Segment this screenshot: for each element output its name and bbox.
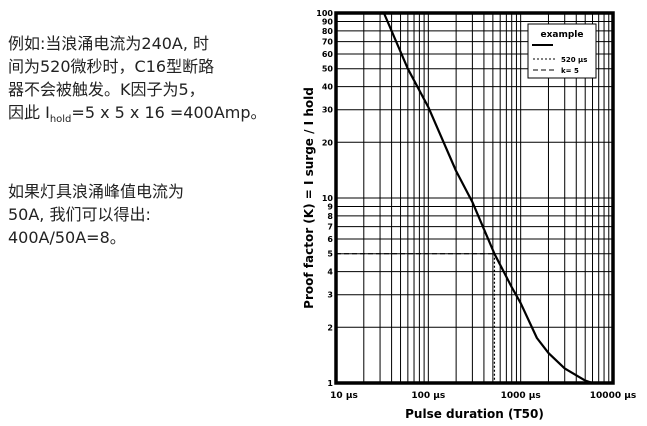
y-tick-label: 8 bbox=[327, 212, 333, 221]
y-tick-label: 10 bbox=[322, 194, 334, 203]
y-tick-label: 50 bbox=[322, 65, 334, 74]
text-line: 例如:当浪涌电流为240A, 时 bbox=[8, 34, 210, 53]
legend-label: k= 5 bbox=[561, 67, 579, 75]
y-tick-label: 6 bbox=[327, 235, 333, 244]
y-tick-label: 9 bbox=[327, 202, 333, 211]
y-tick-label: 2 bbox=[327, 323, 333, 332]
text-line: 400A/50A=8。 bbox=[8, 228, 126, 247]
legend-label: 520 µs bbox=[561, 56, 587, 64]
x-tick-label: 10000 µs bbox=[590, 391, 636, 401]
text-line: 间为520微秒时，C16型断路 bbox=[8, 57, 215, 76]
text-suffix: =5 x 5 x 16 =400Amp。 bbox=[71, 103, 267, 122]
y-tick-label: 5 bbox=[327, 250, 333, 259]
x-axis-label: Pulse duration (T50) bbox=[405, 407, 544, 421]
y-tick-label: 1 bbox=[327, 379, 333, 388]
legend-box bbox=[527, 23, 597, 79]
y-tick-label: 60 bbox=[322, 50, 334, 59]
y-tick-label: 70 bbox=[322, 38, 334, 47]
y-tick-label: 100 bbox=[316, 9, 333, 18]
y-tick-label: 40 bbox=[322, 83, 334, 92]
y-tick-label: 7 bbox=[327, 223, 333, 232]
plot-frame bbox=[334, 11, 615, 385]
y-tick-label: 20 bbox=[322, 138, 334, 147]
y-tick-label: 30 bbox=[322, 106, 334, 115]
x-tick-label: 100 µs bbox=[411, 391, 445, 401]
text-line: 50A, 我们可以得出: bbox=[8, 205, 151, 224]
x-tick-label: 1000 µs bbox=[501, 391, 541, 401]
y-tick-label: 4 bbox=[327, 268, 333, 277]
text-line: 器不会被触发。K因子为5， bbox=[8, 80, 205, 99]
paragraph-example: 例如:当浪涌电流为240A, 时 间为520微秒时，C16型断路 器不会被触发。… bbox=[8, 32, 267, 131]
y-tick-label: 80 bbox=[322, 27, 334, 36]
paragraph-lamp: 如果灯具浪涌峰值电流为 50A, 我们可以得出: 400A/50A=8。 bbox=[8, 180, 184, 249]
text-line: 因此 Ihold=5 x 5 x 16 =400Amp。 bbox=[8, 101, 267, 131]
y-tick-label: 3 bbox=[327, 291, 333, 300]
text-line: 如果灯具浪涌峰值电流为 bbox=[8, 182, 185, 201]
legend-title: example bbox=[541, 30, 584, 40]
y-axis-label: Proof factor (K) = I surge / I hold bbox=[302, 87, 316, 309]
y-tick-label: 90 bbox=[322, 17, 334, 26]
text-prefix: 因此 I bbox=[8, 103, 50, 122]
x-tick-label: 10 µs bbox=[330, 391, 358, 401]
series-line bbox=[382, 12, 593, 385]
text-subscript: hold bbox=[49, 114, 72, 126]
